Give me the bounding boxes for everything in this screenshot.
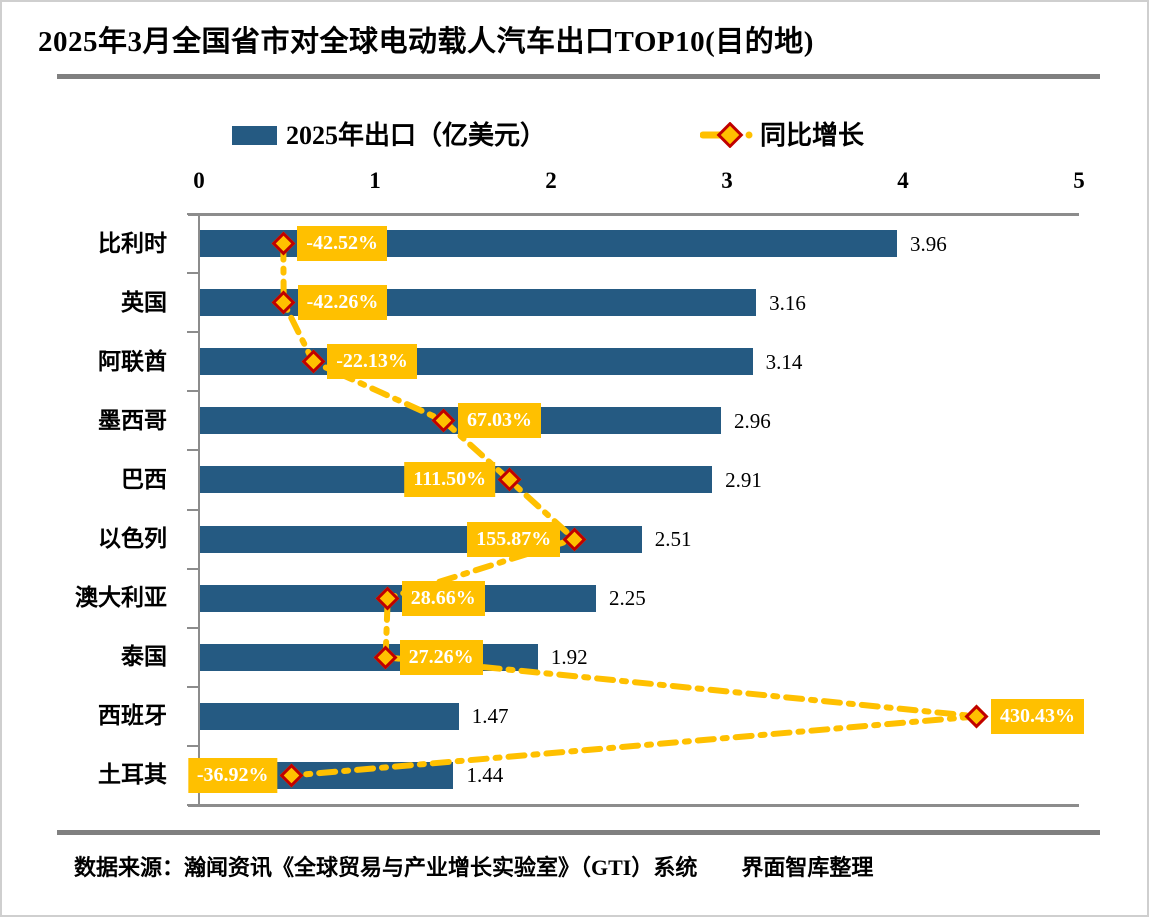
- x-axis-tick-label: 4: [897, 168, 909, 193]
- x-axis-tick-label: 0: [193, 168, 205, 193]
- growth-marker-diamond-icon: [964, 704, 989, 729]
- category-label: 阿联酋: [98, 348, 167, 374]
- x-axis-tick-label: 5: [1073, 168, 1085, 193]
- category-label: 澳大利亚: [75, 585, 167, 611]
- bar-value-label: 3.96: [909, 231, 947, 256]
- footer-separator: [57, 830, 1100, 835]
- category-label: 泰国: [121, 644, 167, 670]
- category-axis-tick: [187, 331, 198, 334]
- category-axis-tick: [187, 449, 198, 452]
- export-bar: [200, 643, 538, 671]
- growth-value-label: -42.52%: [297, 226, 387, 262]
- plot-top-axis-line: [188, 213, 1079, 216]
- growth-value-label: 27.26%: [399, 639, 483, 675]
- category-label: 英国: [121, 289, 167, 315]
- category-axis-line: [198, 213, 200, 807]
- category-label: 巴西: [121, 466, 167, 492]
- bar-value-label: 2.51: [654, 527, 692, 552]
- bar-series-legend-label: 2025年出口（亿美元）: [286, 121, 547, 150]
- growth-line-legend-icon: [700, 122, 753, 148]
- category-axis-tick: [187, 744, 198, 747]
- bar-series-legend-swatch: [232, 126, 277, 145]
- export-bar: [200, 348, 753, 376]
- plot-bottom-axis-line: [188, 804, 1079, 807]
- growth-line-legend-label: 同比增长: [760, 121, 865, 150]
- bar-value-label: 1.92: [550, 645, 588, 670]
- bar-value-label: 2.25: [609, 586, 646, 611]
- bar-value-label: 1.47: [471, 704, 509, 729]
- bar-value-label: 2.91: [725, 467, 762, 492]
- bar-value-label: 2.96: [733, 408, 771, 433]
- category-axis-tick: [187, 626, 198, 629]
- export-bar: [200, 702, 459, 730]
- category-label: 墨西哥: [98, 407, 167, 433]
- category-axis-tick: [187, 567, 198, 570]
- growth-value-label: 155.87%: [467, 521, 561, 557]
- source-note: 数据来源：瀚闻资讯《全球贸易与产业增长实验室》（GTI）系统 界面智库整理: [74, 855, 874, 880]
- growth-value-label: 28.66%: [401, 580, 485, 616]
- x-axis-tick-label: 3: [721, 168, 733, 193]
- category-axis-tick: [187, 272, 198, 275]
- category-label: 西班牙: [98, 703, 167, 729]
- growth-value-label: -42.26%: [297, 285, 388, 321]
- category-axis-tick: [187, 804, 198, 806]
- growth-value-label: -36.92%: [187, 757, 278, 793]
- category-label: 以色列: [98, 526, 167, 552]
- category-axis-tick: [187, 685, 198, 688]
- category-axis-tick: [187, 390, 198, 393]
- category-axis-tick: [187, 213, 198, 215]
- growth-value-label: 67.03%: [457, 403, 541, 439]
- bar-value-label: 1.44: [466, 763, 504, 788]
- growth-value-label: 430.43%: [990, 698, 1084, 734]
- category-label: 比利时: [98, 230, 167, 256]
- growth-value-label: -22.13%: [327, 344, 417, 380]
- page-title: 2025年3月全国省市对全球电动载人汽车出口TOP10(目的地): [38, 26, 814, 58]
- growth-value-label: 111.50%: [404, 462, 496, 498]
- category-axis-tick: [187, 508, 198, 511]
- bar-value-label: 3.14: [765, 349, 803, 374]
- bar-value-label: 3.16: [769, 290, 806, 315]
- x-axis-tick-label: 2: [545, 168, 557, 193]
- x-axis-tick-label: 1: [369, 168, 381, 193]
- category-label: 土耳其: [98, 762, 167, 788]
- title-separator: [57, 74, 1100, 79]
